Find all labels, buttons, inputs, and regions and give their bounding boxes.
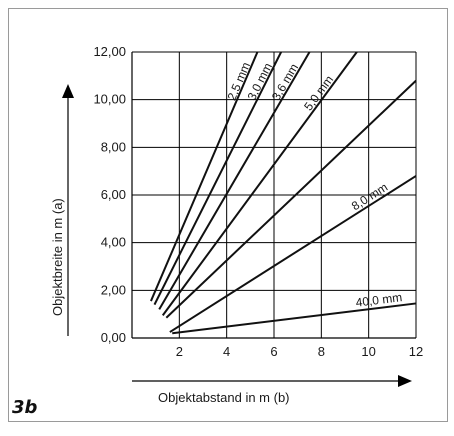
series-lines [150,51,417,335]
y-tick-label-4: 8,00 [101,139,126,154]
series-label-3: 5,0 mm [301,73,336,114]
x-tick-label-0: 2 [176,344,183,359]
y-tick-label-2: 4,00 [101,235,126,250]
y-tick-label-6: 12,00 [93,44,126,59]
y-axis-title: Objektbreite in m (a) [50,198,65,316]
x-tick-label-4: 10 [361,344,375,359]
y-tick-label-3: 6,00 [101,187,126,202]
series-line-5 [169,175,417,333]
tick-labels: 0,00 2,00 4,00 6,00 8,00 10,00 12,00 2 4 6 8 10 12 [93,44,423,359]
series-line-2 [158,51,311,310]
figure-label: 3b [12,397,38,418]
series-line-1 [153,51,282,306]
x-tick-label-3: 8 [318,344,325,359]
axis-arrows [62,84,412,387]
series-line-3 [161,51,358,316]
y-tick-label-0: 0,00 [101,330,126,345]
chart-frame [8,8,448,422]
series-line-6 [172,302,417,335]
series-line-0 [150,51,259,302]
series-line-4 [165,79,417,319]
x-tick-label-1: 4 [223,344,230,359]
y-tick-label-1: 2,00 [101,282,126,297]
x-axis-title: Objektabstand in m (b) [158,390,290,405]
y-tick-label-5: 10,00 [93,92,126,107]
y-arrow-head [62,84,74,98]
x-arrow-head [398,375,412,387]
x-tick-label-2: 6 [270,344,277,359]
series-label-6: 40,0 mm [355,290,403,310]
x-tick-label-5: 12 [409,344,423,359]
